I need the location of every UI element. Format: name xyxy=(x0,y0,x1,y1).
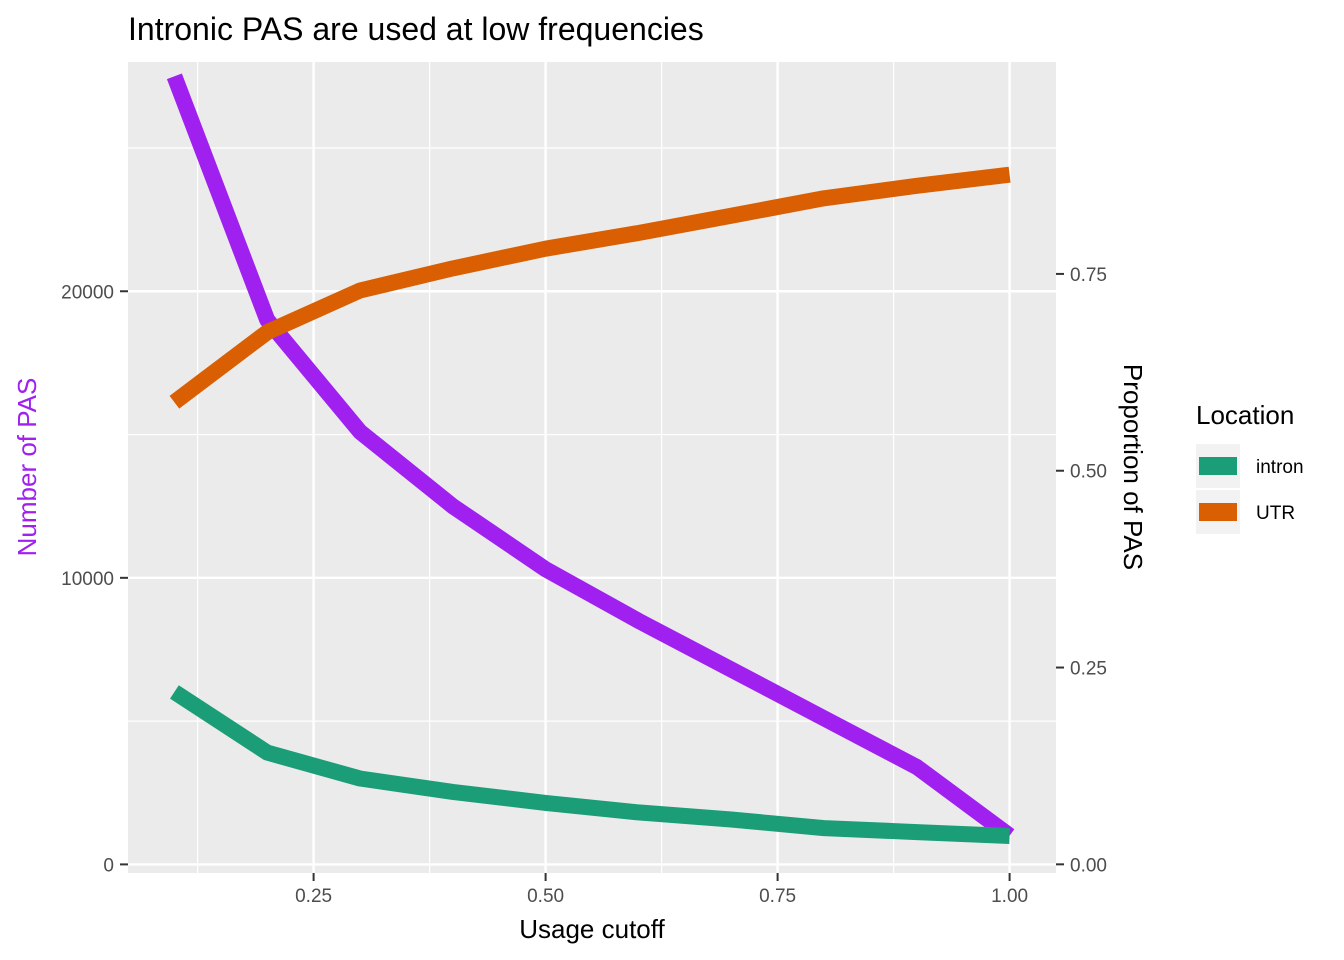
right-axis-tick-label: 0.25 xyxy=(1070,659,1107,680)
x-axis-tick-label: 1.00 xyxy=(991,886,1028,907)
left-axis-title: Number of PAS xyxy=(12,378,42,557)
legend-title: Location xyxy=(1196,400,1294,430)
x-axis-tick-label: 0.75 xyxy=(759,886,796,907)
legend-swatch-intron xyxy=(1199,457,1237,475)
left-axis-tick-label: 0 xyxy=(103,855,114,876)
plot-panel xyxy=(128,62,1056,873)
legend: Location intron UTR xyxy=(1196,400,1304,534)
x-axis-tick-label: 0.50 xyxy=(527,886,564,907)
x-axis-tick-label: 0.25 xyxy=(295,886,332,907)
series-lines xyxy=(166,73,1015,844)
x-axis: 0.25 0.50 0.75 1.00 xyxy=(295,873,1028,907)
right-axis-tick-label: 0.50 xyxy=(1070,462,1107,483)
right-axis-tick-label: 0.00 xyxy=(1070,855,1107,876)
series-line-pas-count xyxy=(166,73,1015,843)
legend-label-utr: UTR xyxy=(1256,503,1295,524)
right-axis: 0.00 0.25 0.50 0.75 xyxy=(1056,265,1107,876)
right-axis-tick-label: 0.75 xyxy=(1070,265,1107,286)
x-axis-title: Usage cutoff xyxy=(519,914,665,944)
left-axis-tick-label: 20000 xyxy=(61,282,114,303)
right-axis-title: Proportion of PAS xyxy=(1118,364,1148,570)
left-axis: 0 10000 20000 xyxy=(61,282,128,876)
legend-label-intron: intron xyxy=(1256,457,1304,478)
chart-title: Intronic PAS are used at low frequencies xyxy=(128,11,704,47)
series-line-intron xyxy=(170,685,1010,844)
series-line-UTR xyxy=(169,166,1011,409)
left-axis-tick-label: 10000 xyxy=(61,569,114,590)
grid-lines xyxy=(128,62,1056,873)
legend-swatch-utr xyxy=(1199,503,1237,521)
